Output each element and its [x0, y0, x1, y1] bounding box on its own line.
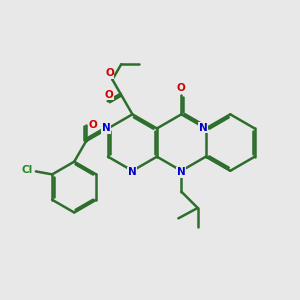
Text: N: N [128, 167, 137, 177]
Text: N: N [102, 124, 111, 134]
Text: O: O [177, 83, 186, 94]
Text: O: O [105, 90, 113, 100]
Text: O: O [105, 68, 114, 78]
Text: N: N [177, 167, 186, 177]
Text: O: O [88, 120, 97, 130]
Text: Cl: Cl [22, 165, 33, 175]
Text: N: N [199, 123, 208, 133]
